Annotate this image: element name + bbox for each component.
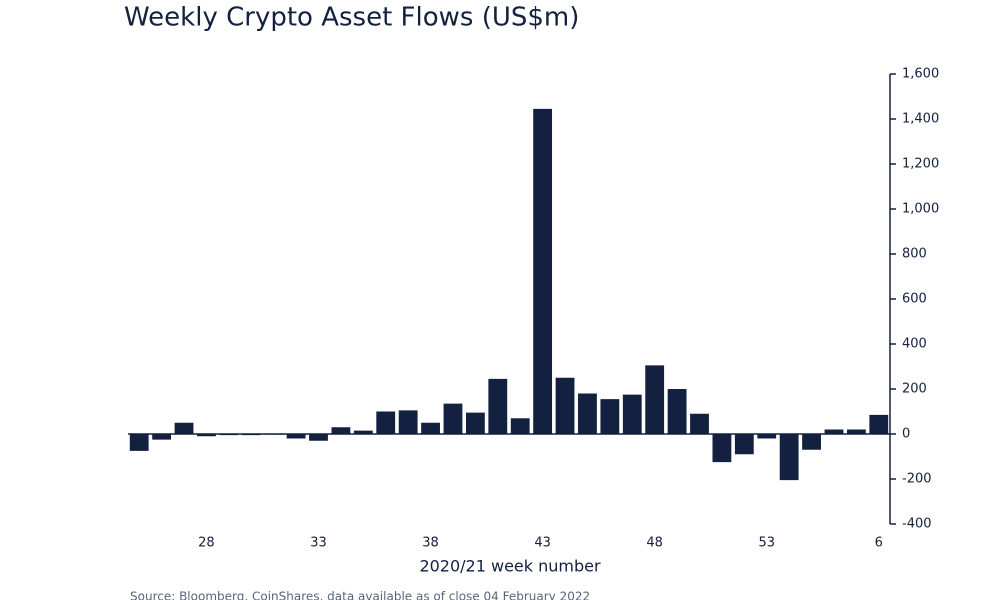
y-tick-label: 400 [902,337,927,352]
bar [578,393,597,434]
bar [443,403,463,434]
bar [376,411,396,434]
y-tick-label: 1,000 [902,202,939,217]
bar [331,427,351,434]
x-tick-label: 53 [758,536,775,551]
bar [286,434,306,439]
x-tick-label: 38 [422,536,439,551]
chart-title: Weekly Crypto Asset Flows (US$m) [124,3,579,33]
bar [622,394,642,434]
bar [533,108,553,434]
y-tick-label: 1,600 [902,67,939,82]
x-tick-label: 48 [646,536,663,551]
bar [398,410,418,434]
y-tick-label: 800 [902,247,927,262]
bar [824,429,844,434]
bar [846,429,866,434]
y-tick-label: 0 [902,427,910,442]
bar [353,430,373,434]
bar [309,434,328,441]
x-tick-label: 43 [534,536,551,551]
bar [555,377,575,434]
y-tick-label: 600 [902,292,927,307]
bar [757,434,777,439]
bar [802,434,821,450]
bar [645,365,665,434]
bar [488,378,508,434]
bar [734,434,754,455]
y-tick-label: 200 [902,382,927,397]
bar [465,412,485,434]
bar [174,422,194,434]
x-tick-label: 28 [198,536,215,551]
bar [667,389,687,434]
bar [129,434,149,451]
bar [779,434,799,481]
x-tick-label: 6 [875,536,883,551]
bar [152,434,172,440]
bar [869,414,889,434]
y-tick-label: -400 [902,517,932,532]
y-tick-label: -200 [902,472,932,487]
y-tick-label: 1,200 [902,157,939,172]
bar [600,399,620,434]
source-note: Source: Bloomberg, CoinShares, data avai… [130,590,590,600]
bar [690,413,709,434]
x-axis-label: 2020/21 week number [419,557,601,576]
bar [712,434,732,463]
bar [510,418,530,434]
y-tick-label: 1,400 [902,112,939,127]
bar [197,434,216,437]
bar [421,422,440,434]
x-tick-label: 33 [310,536,327,551]
